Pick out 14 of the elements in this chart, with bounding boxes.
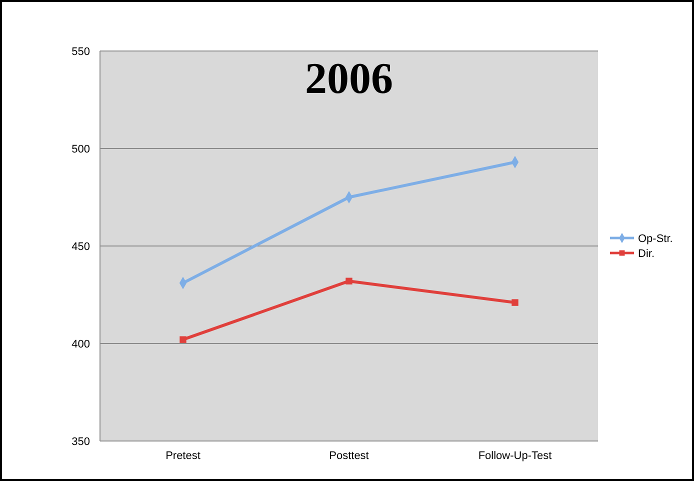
y-tick-label: 500 [72, 143, 90, 156]
legend-label: Dir. [638, 248, 654, 260]
point [180, 336, 186, 343]
x-tick-label: Posttest [329, 450, 369, 462]
x-tick-label: Pretest [166, 450, 200, 462]
y-tick-label: 400 [72, 338, 90, 350]
y-tick-label: 450 [72, 240, 90, 253]
point [512, 299, 518, 306]
x-tick-label: Follow-Up-Test [478, 450, 552, 462]
point [346, 278, 352, 284]
y-tick-label: 350 [72, 436, 90, 448]
y-tick-label: 550 [72, 46, 90, 58]
legend-label: Op-Str. [638, 232, 673, 245]
chart-title: 2006 [305, 54, 393, 103]
